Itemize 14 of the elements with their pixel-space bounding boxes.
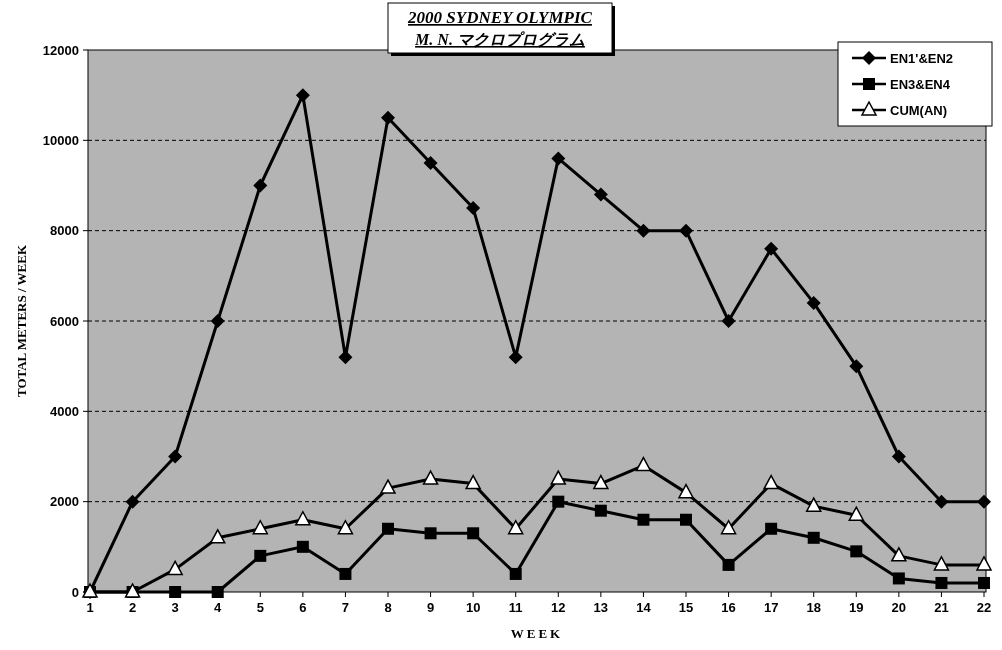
y-tick-label: 2000: [50, 494, 79, 510]
y-tick-label: 10000: [42, 132, 79, 148]
y-tick-label: 4000: [50, 403, 79, 419]
y-tick-label: 0: [71, 584, 79, 600]
legend-label: EN1'&EN2: [890, 51, 954, 66]
chart-title: 2000 SYDNEY OLYMPIC: [407, 8, 593, 27]
y-axis-title: TOTAL METERS / WEEK: [14, 244, 29, 398]
legend-label: CUM(AN): [890, 103, 948, 118]
y-tick-label: 6000: [50, 313, 79, 329]
legend-label: EN3&EN4: [890, 77, 951, 92]
y-tick-label: 8000: [50, 223, 79, 239]
chart-subtitle: M. N. マクロプログラム: [414, 31, 585, 48]
y-tick-label: 12000: [42, 42, 79, 58]
x-axis-title: WEEK: [510, 626, 564, 641]
